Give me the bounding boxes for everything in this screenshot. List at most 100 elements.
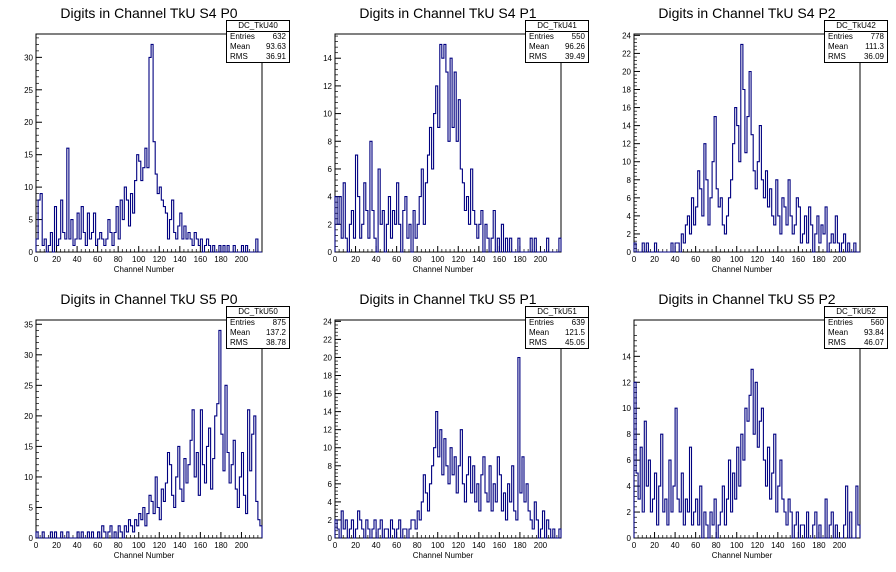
stats-label: Entries [529,32,554,41]
y-tick-label: 10 [24,183,33,192]
x-tick-label: 60 [93,255,102,264]
x-tick-label: 160 [194,541,208,550]
y-tick-label: 35 [24,320,33,329]
y-tick-label: 5 [29,503,34,512]
x-tick-label: 40 [372,255,381,264]
histogram-panel: Digits in Channel TkU S4 P1 0 20 40 60 80 100 1… [299,0,597,286]
y-tick-label: 20 [24,118,33,127]
stats-label: Mean [230,328,251,337]
y-tick-label: 14 [323,54,332,63]
x-tick-label: 0 [333,255,338,264]
x-tick-label: 200 [534,541,548,550]
plot-frame [334,33,562,253]
y-tick-label: 2 [627,508,632,517]
plot-frame [334,319,562,539]
panel-title: Digits in Channel TkU S5 P2 [658,291,836,307]
y-tick-label: 22 [323,335,332,344]
stats-value: 137.2 [265,328,286,337]
stats-box: DC_TkU40 Entries 632 Mean 93.63 RMS 36.91 [226,20,290,63]
stats-box: DC_TkU51 Entries 639 Mean 121.5 RMS 45.05 [525,306,589,349]
stats-value: 36.09 [863,52,884,61]
y-tick-label: 18 [622,86,631,95]
y-tick-label: 8 [627,176,632,185]
stats-value: 36.91 [265,52,286,61]
x-tick-label: 20 [52,541,61,550]
panel-title: Digits in Channel TkU S4 P1 [359,5,537,21]
x-tick-label: 140 [472,255,486,264]
x-tick-label: 80 [413,255,422,264]
stats-row-entries: Entries 632 [227,32,289,42]
histogram-panel: Digits in Channel TkU S5 P1 0 20 40 60 80 100 1… [299,286,597,572]
plot-frame [633,33,861,253]
stats-value: 46.07 [863,338,884,347]
x-tick-label: 100 [730,255,744,264]
y-tick-label: 20 [24,412,33,421]
x-tick-label: 160 [792,541,806,550]
y-tick-label: 14 [622,122,631,131]
stats-row-mean: Mean 93.84 [825,328,887,338]
y-tick-label: 8 [627,430,632,439]
y-tick-label: 12 [323,426,332,435]
stats-value: 45.05 [564,338,585,347]
y-tick-label: 20 [323,353,332,362]
y-tick-label: 0 [328,248,333,257]
x-tick-label: 40 [372,541,381,550]
stats-value: 639 [571,318,585,327]
x-tick-label: 180 [812,541,826,550]
y-tick-label: 4 [627,212,632,221]
y-tick-label: 4 [328,498,333,507]
stats-label: RMS [230,338,248,347]
x-tick-label: 40 [73,541,82,550]
x-tick-label: 180 [513,541,527,550]
x-tick-label: 140 [472,541,486,550]
x-tick-label: 200 [833,541,847,550]
x-tick-label: 100 [132,255,146,264]
y-tick-label: 10 [622,404,631,413]
stats-label: Mean [230,42,251,51]
x-tick-label: 160 [194,255,208,264]
histogram-svg: 0 20 40 60 80 100 120 140 160 180 200 0 5 10 15 20 25 30 C… [24,33,263,274]
stats-name: DC_TkU40 [227,21,289,32]
stats-label: RMS [828,338,846,347]
stats-value: 550 [571,32,585,41]
histogram-svg: 0 20 40 60 80 100 120 140 160 180 200 0 5 10 15 20 25 30 3… [24,319,263,560]
stats-row-rms: RMS 36.09 [825,52,887,62]
y-tick-label: 10 [323,110,332,119]
y-tick-label: 0 [627,248,632,257]
y-tick-label: 0 [29,248,34,257]
stats-value: 93.84 [863,328,884,337]
x-tick-label: 100 [132,541,146,550]
stats-row-entries: Entries 560 [825,318,887,328]
y-tick-label: 2 [328,220,333,229]
stats-label: RMS [529,52,547,61]
y-tick-label: 15 [24,151,33,160]
stats-label: RMS [230,52,248,61]
stats-box: DC_TkU52 Entries 560 Mean 93.84 RMS 46.07 [824,306,888,349]
x-tick-label: 80 [114,541,123,550]
x-tick-label: 160 [493,541,507,550]
stats-row-entries: Entries 550 [526,32,588,42]
stats-label: Entries [230,318,255,327]
stats-name: DC_TkU50 [227,307,289,318]
stats-label: Mean [529,328,550,337]
stats-row-entries: Entries 639 [526,318,588,328]
x-tick-label: 120 [452,541,466,550]
x-tick-label: 80 [712,255,721,264]
x-tick-label: 80 [114,255,123,264]
stats-row-mean: Mean 96.26 [526,42,588,52]
histogram-svg: 0 20 40 60 80 100 120 140 160 180 2000246810121416… [622,31,861,274]
x-axis-label: Channel Number [114,265,175,274]
stats-value: 93.63 [265,42,286,51]
x-tick-label: 60 [691,541,700,550]
y-tick-label: 4 [328,193,333,202]
x-tick-label: 60 [392,541,401,550]
x-tick-label: 160 [493,255,507,264]
stats-row-rms: RMS 36.91 [227,52,289,62]
x-tick-label: 20 [351,255,360,264]
stats-value: 875 [272,318,286,327]
stats-value: 111.3 [865,42,884,51]
x-tick-label: 200 [534,255,548,264]
stats-value: 632 [272,32,286,41]
x-tick-label: 80 [413,541,422,550]
